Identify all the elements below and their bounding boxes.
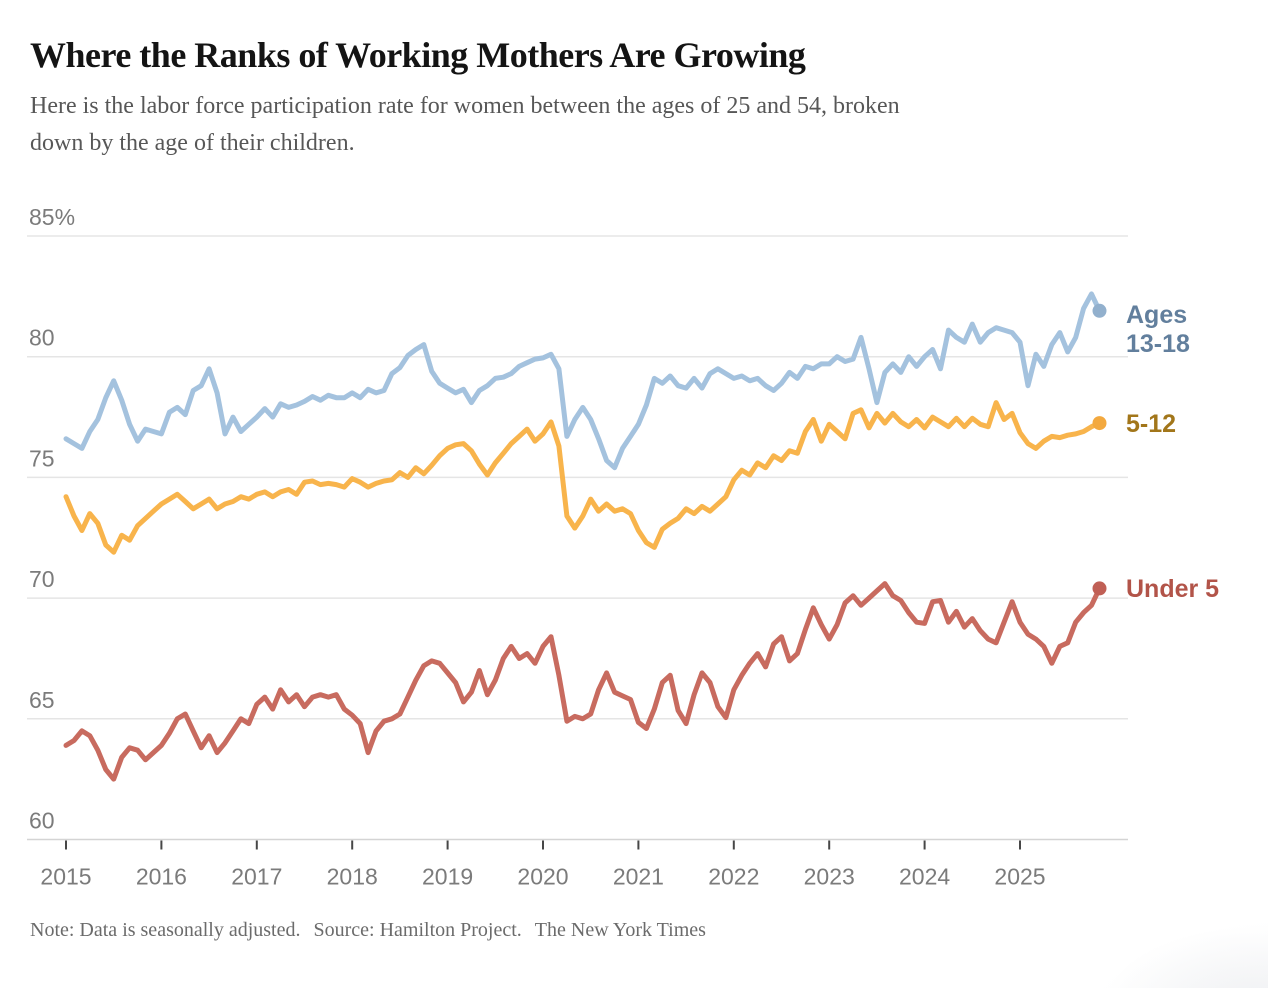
x-axis-label-2023: 2023 (804, 864, 855, 890)
footnote-source: Source: Hamilton Project. (313, 919, 522, 941)
chart-title: Where the Ranks of Working Mothers Are G… (30, 35, 806, 75)
series-line-under-5 (63, 581, 1102, 782)
x-axis-label-2019: 2019 (422, 864, 473, 890)
footnote-note: Note: Data is seasonally adjusted. (30, 919, 301, 941)
y-axis-label-65: 65 (29, 687, 55, 713)
series-end-dot-5-12 (1092, 416, 1107, 431)
chart-subtitle-line-1: Here is the labor force participation ra… (30, 93, 900, 119)
x-axis-label-2020: 2020 (517, 864, 568, 890)
legend-label-ages-13-18: Ages 13-18 (1126, 301, 1190, 358)
x-axis-label-2022: 2022 (708, 864, 759, 890)
y-axis-label-75: 75 (29, 445, 55, 471)
legend-label-5-12: 5-12 (1126, 410, 1177, 438)
chart-canvas: 85% 80 75 70 65 60 2015 2016 2017 2018 2019 2020 202… (27, 204, 1128, 890)
x-axis-label-2021: 2021 (613, 864, 664, 890)
legend-label-under-5: Under 5 (1126, 575, 1220, 603)
series-line-ages-13-18 (63, 291, 1102, 471)
x-axis-label-2024: 2024 (899, 864, 950, 890)
y-axis-label-80: 80 (29, 325, 55, 351)
series-line-5-12 (63, 400, 1102, 555)
series-end-dot-ages-13-18 (1092, 303, 1107, 318)
x-axis-label-2015: 2015 (40, 864, 91, 890)
series-end-dot-under-5 (1092, 581, 1107, 596)
y-axis-label-85: 85% (29, 204, 75, 230)
y-axis-label-60: 60 (29, 808, 55, 834)
footnote-credit: The New York Times (534, 919, 706, 941)
y-axis-label-70: 70 (29, 566, 55, 592)
x-axis-label-2025: 2025 (994, 864, 1045, 890)
x-axis-label-2018: 2018 (327, 864, 378, 890)
chart-subtitle-line-2: down by the age of their children. (30, 130, 355, 157)
x-axis-label-2017: 2017 (231, 864, 282, 890)
x-axis-label-2016: 2016 (136, 864, 187, 890)
chart-footnote: Note: Data is seasonally adjusted. Source… (30, 919, 1230, 942)
chart-subtitle: Here is the labor force participation ra… (30, 88, 1255, 162)
